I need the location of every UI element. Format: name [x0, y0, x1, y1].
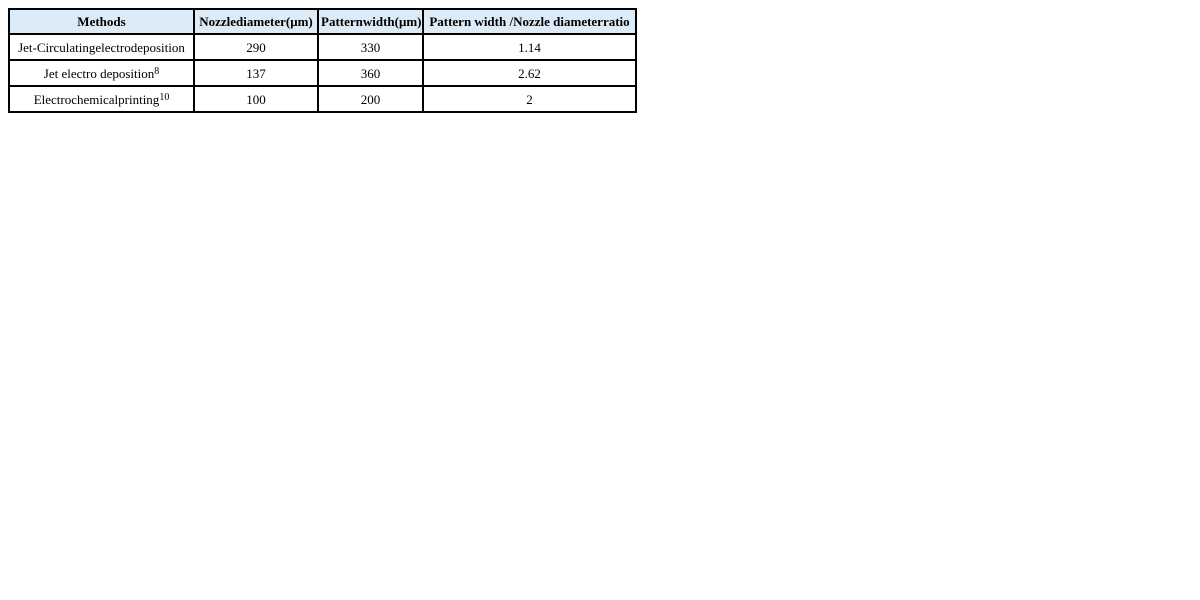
citation-superscript: 8 [154, 65, 160, 77]
table-row: Electrochemicalprinting10 100 200 2 [8, 85, 637, 113]
cell-method: Jet electro deposition8 [8, 59, 195, 87]
cell-nozzle-diameter: 137 [193, 59, 319, 87]
method-label: Electrochemicalprinting [33, 91, 160, 107]
cell-nozzle-diameter: 290 [193, 33, 319, 61]
cell-pattern-width: 360 [317, 59, 424, 87]
header-pattern-width: Patternwidth(μm) [317, 8, 424, 35]
method-label: Jet-Circulatingelectrodeposition [18, 39, 185, 55]
header-nozzle-diameter: Nozzlediameter(μm) [193, 8, 319, 35]
cell-nozzle-diameter: 100 [193, 85, 319, 113]
header-ratio: Pattern width /Nozzle diameterratio [422, 8, 637, 35]
method-label: Jet electro deposition [43, 65, 155, 81]
table-row: Jet-Circulatingelectrodeposition 290 330… [8, 33, 637, 61]
table-header-row: Methods Nozzlediameter(μm) Patternwidth(… [8, 8, 637, 35]
cell-ratio: 2 [422, 85, 637, 113]
header-methods: Methods [8, 8, 195, 35]
cell-pattern-width: 200 [317, 85, 424, 113]
cell-method: Electrochemicalprinting10 [8, 85, 195, 113]
table-row: Jet electro deposition8 137 360 2.62 [8, 59, 637, 87]
cell-ratio: 2.62 [422, 59, 637, 87]
cell-method: Jet-Circulatingelectrodeposition [8, 33, 195, 61]
citation-superscript: 10 [159, 91, 170, 103]
methods-comparison-table: Methods Nozzlediameter(μm) Patternwidth(… [8, 8, 637, 113]
cell-pattern-width: 330 [317, 33, 424, 61]
cell-ratio: 1.14 [422, 33, 637, 61]
